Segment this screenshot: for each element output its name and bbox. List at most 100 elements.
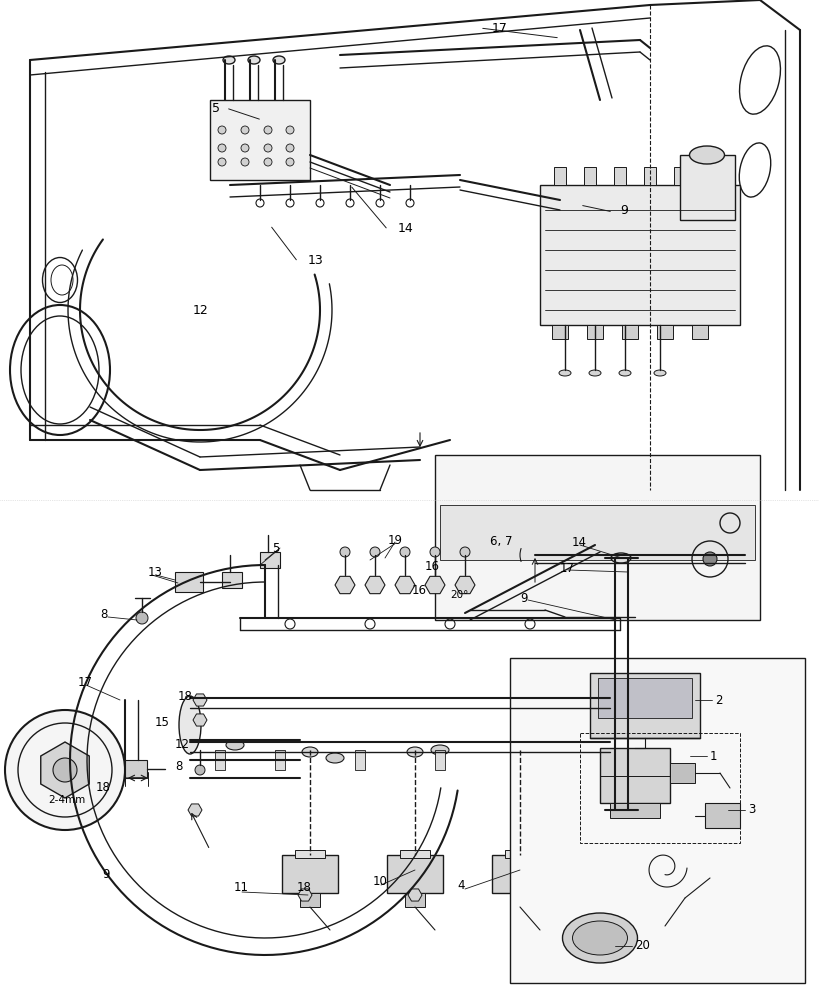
Text: 17: 17 [491, 22, 507, 35]
Bar [551, 325, 568, 339]
Text: 18: 18 [296, 881, 311, 894]
Circle shape [286, 126, 294, 134]
Ellipse shape [326, 753, 344, 763]
Circle shape [53, 758, 77, 782]
Text: 8: 8 [100, 607, 107, 620]
Text: 17: 17 [559, 562, 574, 574]
Bar [704, 167, 715, 185]
Ellipse shape [588, 370, 600, 376]
Polygon shape [192, 714, 206, 726]
Polygon shape [41, 742, 89, 798]
Text: 15: 15 [155, 716, 170, 728]
Bar [222, 572, 242, 588]
Ellipse shape [273, 56, 285, 64]
Text: 13: 13 [147, 566, 163, 578]
Polygon shape [192, 694, 206, 706]
Text: 10: 10 [373, 876, 387, 888]
Circle shape [218, 158, 226, 166]
Bar [434, 455, 759, 620]
Bar [440, 505, 754, 560]
Bar [400, 850, 429, 858]
Circle shape [195, 765, 205, 775]
Bar [656, 325, 672, 339]
Bar [174, 572, 203, 592]
Bar [282, 855, 337, 893]
Ellipse shape [598, 696, 620, 754]
Polygon shape [408, 889, 422, 901]
Circle shape [264, 144, 272, 152]
Bar [295, 850, 324, 858]
Text: 5: 5 [272, 542, 279, 554]
Bar [124, 760, 147, 778]
Circle shape [369, 547, 379, 557]
Circle shape [218, 126, 226, 134]
Circle shape [241, 158, 249, 166]
Circle shape [459, 547, 469, 557]
Circle shape [702, 552, 716, 566]
Circle shape [264, 126, 272, 134]
Ellipse shape [223, 56, 235, 64]
Text: 2-4mm: 2-4mm [48, 795, 85, 805]
Polygon shape [335, 576, 355, 594]
Text: 9: 9 [519, 591, 527, 604]
Text: 9: 9 [102, 868, 110, 881]
Bar [300, 893, 319, 907]
Bar [554, 167, 565, 185]
Text: 12: 12 [192, 304, 209, 316]
Bar [691, 325, 707, 339]
Text: 18: 18 [96, 781, 111, 794]
Bar [387, 855, 442, 893]
Polygon shape [424, 576, 445, 594]
Circle shape [241, 126, 249, 134]
Circle shape [286, 144, 294, 152]
Bar [622, 325, 637, 339]
Bar [505, 850, 534, 858]
Text: 8: 8 [174, 760, 182, 772]
Ellipse shape [689, 146, 724, 164]
Bar [613, 167, 625, 185]
Bar [215, 750, 224, 770]
Ellipse shape [610, 553, 631, 563]
Ellipse shape [654, 370, 665, 376]
Text: 13: 13 [308, 253, 324, 266]
Bar [669, 763, 695, 783]
Bar [434, 750, 445, 770]
Bar [673, 167, 686, 185]
Bar [583, 167, 595, 185]
Bar [491, 855, 547, 893]
Text: 16: 16 [424, 560, 440, 572]
Polygon shape [455, 576, 474, 594]
Text: 12: 12 [174, 738, 190, 750]
Circle shape [340, 547, 350, 557]
Bar [579, 733, 739, 843]
Polygon shape [364, 576, 385, 594]
Polygon shape [395, 576, 414, 594]
Circle shape [5, 710, 124, 830]
Ellipse shape [572, 921, 627, 955]
Polygon shape [297, 889, 311, 901]
Text: 9: 9 [619, 204, 627, 217]
Bar [590, 673, 699, 738]
Text: 14: 14 [572, 536, 586, 548]
Ellipse shape [431, 745, 449, 755]
Circle shape [264, 158, 272, 166]
Ellipse shape [618, 370, 631, 376]
Text: 18: 18 [178, 690, 192, 702]
Text: 16: 16 [411, 584, 427, 596]
Ellipse shape [511, 747, 527, 757]
Circle shape [286, 158, 294, 166]
Bar [210, 100, 310, 180]
Bar [597, 678, 691, 718]
Text: 19: 19 [387, 534, 402, 546]
Text: 6, 7: 6, 7 [490, 536, 512, 548]
Bar [514, 750, 524, 770]
Polygon shape [188, 804, 201, 816]
Circle shape [136, 612, 147, 624]
Text: 3: 3 [747, 803, 754, 816]
Ellipse shape [226, 740, 244, 750]
Bar [405, 893, 424, 907]
Text: 20°: 20° [450, 590, 468, 600]
Bar [600, 748, 669, 803]
Ellipse shape [536, 740, 554, 750]
Ellipse shape [559, 370, 570, 376]
